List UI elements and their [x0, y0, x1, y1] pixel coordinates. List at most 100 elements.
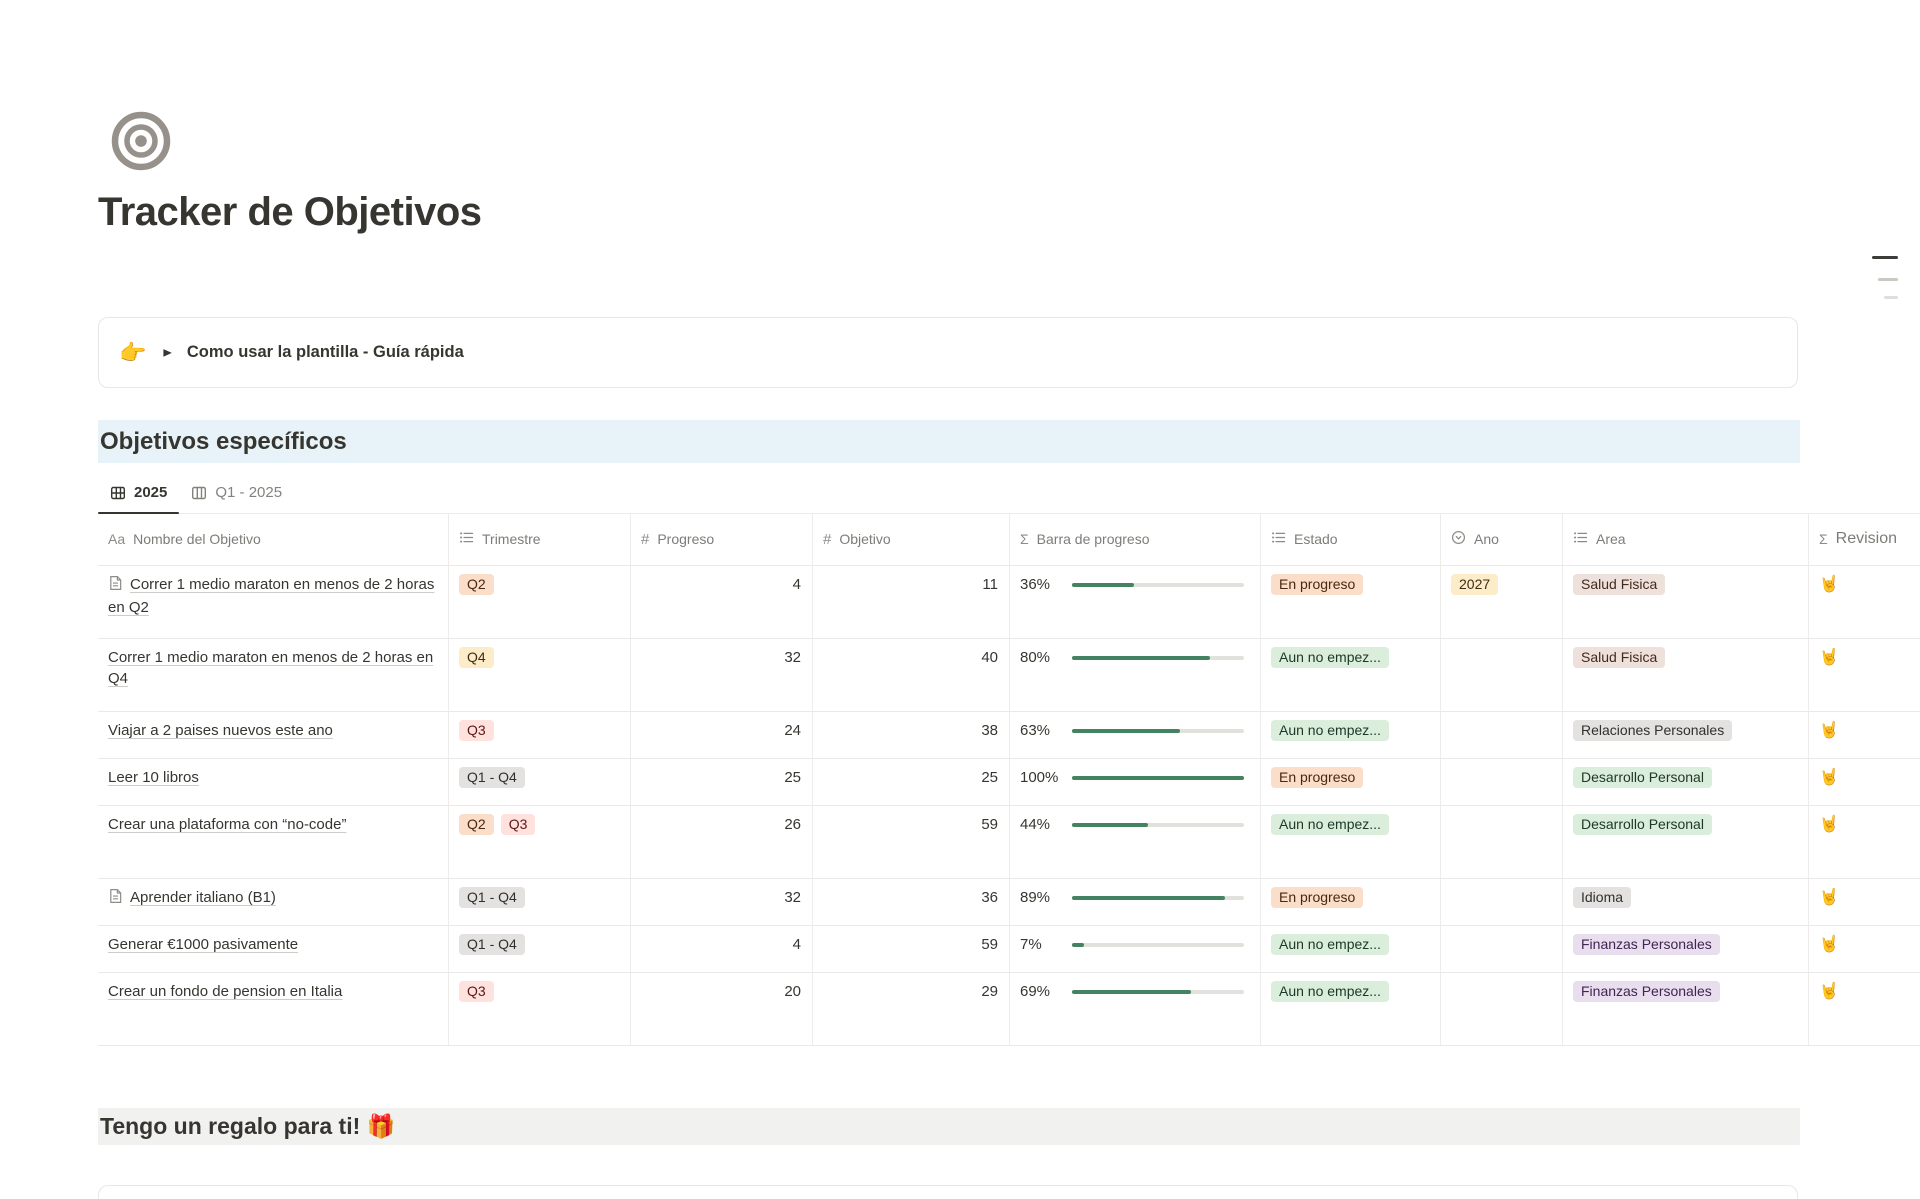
cell-estado[interactable]: Aun no empez...	[1261, 926, 1441, 972]
cell-ano[interactable]	[1441, 973, 1563, 1045]
cell-progreso[interactable]: 4	[631, 926, 813, 972]
cell-progreso[interactable]: 24	[631, 712, 813, 758]
objective-link[interactable]: Leer 10 libros	[108, 769, 199, 786]
cell-revision[interactable]: 🤘	[1809, 973, 1920, 1045]
column-header-nombre[interactable]: Aa Nombre del Objetivo	[98, 513, 449, 565]
objective-link[interactable]: Generar €1000 pasivamente	[108, 936, 299, 953]
cell-barra-progreso[interactable]: 63%	[1010, 712, 1261, 758]
callout-title[interactable]: Como usar la plantilla - Guía rápida	[186, 343, 464, 361]
cell-objetivo[interactable]: 59	[813, 806, 1010, 878]
cell-progreso[interactable]: 26	[631, 806, 813, 878]
cell-ano[interactable]: 2027	[1441, 566, 1563, 638]
cell-revision[interactable]: 🤘	[1809, 712, 1920, 758]
cell-nombre[interactable]: Correr 1 medio maraton en menos de 2 hor…	[98, 566, 449, 638]
cell-nombre[interactable]: Aprender italiano (B1)	[98, 879, 449, 925]
cell-area[interactable]: Desarrollo Personal	[1563, 806, 1809, 878]
column-header-trimestre[interactable]: Trimestre	[449, 513, 631, 565]
cell-trimestre[interactable]: Q1 - Q4	[449, 759, 631, 805]
cell-ano[interactable]	[1441, 879, 1563, 925]
bullseye-target-icon[interactable]	[108, 108, 174, 174]
cell-progreso[interactable]: 25	[631, 759, 813, 805]
cell-area[interactable]: Desarrollo Personal	[1563, 759, 1809, 805]
cell-objetivo[interactable]: 40	[813, 639, 1010, 711]
column-header-progreso[interactable]: # Progreso	[631, 513, 813, 565]
cell-trimestre[interactable]: Q2 Q3	[449, 806, 631, 878]
cell-ano[interactable]	[1441, 639, 1563, 711]
cell-revision[interactable]: 🤘	[1809, 759, 1920, 805]
column-header-estado[interactable]: Estado	[1261, 513, 1441, 565]
cell-trimestre[interactable]: Q3	[449, 973, 631, 1045]
cell-area[interactable]: Relaciones Personales	[1563, 712, 1809, 758]
cell-trimestre[interactable]: Q1 - Q4	[449, 879, 631, 925]
objective-link[interactable]: Correr 1 medio maraton en menos de 2 hor…	[108, 576, 435, 616]
cell-progreso[interactable]: 4	[631, 566, 813, 638]
tab-q1-2025[interactable]: Q1 - 2025	[179, 472, 294, 513]
toggle-triangle-icon[interactable]: ▶	[163, 347, 172, 359]
cell-estado[interactable]: Aun no empez...	[1261, 973, 1441, 1045]
cell-ano[interactable]	[1441, 759, 1563, 805]
cell-revision[interactable]: 🤘	[1809, 806, 1920, 878]
cell-objetivo[interactable]: 25	[813, 759, 1010, 805]
cell-revision[interactable]: 🤘	[1809, 566, 1920, 638]
gift-heading[interactable]: Tengo un regalo para ti! 🎁	[100, 1113, 396, 1139]
cell-trimestre[interactable]: Q1 - Q4	[449, 926, 631, 972]
cell-nombre[interactable]: Crear un fondo de pension en Italia	[98, 973, 449, 1045]
cell-nombre[interactable]: Correr 1 medio maraton en menos de 2 hor…	[98, 639, 449, 711]
column-header-objetivo[interactable]: # Objetivo	[813, 513, 1010, 565]
cell-ano[interactable]	[1441, 926, 1563, 972]
objective-link[interactable]: Viajar a 2 paises nuevos este ano	[108, 722, 333, 739]
cell-area[interactable]: Salud Fisica	[1563, 639, 1809, 711]
column-header-revision[interactable]: Σ Revision	[1809, 513, 1920, 565]
cell-trimestre[interactable]: Q4	[449, 639, 631, 711]
cell-barra-progreso[interactable]: 36%	[1010, 566, 1261, 638]
cell-objetivo[interactable]: 11	[813, 566, 1010, 638]
cell-ano[interactable]	[1441, 712, 1563, 758]
cell-barra-progreso[interactable]: 7%	[1010, 926, 1261, 972]
cell-barra-progreso[interactable]: 44%	[1010, 806, 1261, 878]
cell-barra-progreso[interactable]: 69%	[1010, 973, 1261, 1045]
guide-callout[interactable]: 👉 ▶ Como usar la plantilla - Guía rápida	[98, 317, 1798, 388]
cell-ano[interactable]	[1441, 806, 1563, 878]
cell-estado[interactable]: Aun no empez...	[1261, 712, 1441, 758]
objective-link[interactable]: Crear una plataforma con “no-code”	[108, 816, 347, 833]
cell-estado[interactable]: Aun no empez...	[1261, 806, 1441, 878]
cell-revision[interactable]: 🤘	[1809, 926, 1920, 972]
cell-area[interactable]: Salud Fisica	[1563, 566, 1809, 638]
objective-link[interactable]: Aprender italiano (B1)	[130, 889, 276, 906]
column-header-ano[interactable]: Ano	[1441, 513, 1563, 565]
cell-barra-progreso[interactable]: 89%	[1010, 879, 1261, 925]
table-of-contents-indicator[interactable]	[1870, 256, 1898, 299]
cell-nombre[interactable]: Crear una plataforma con “no-code”	[98, 806, 449, 878]
cell-revision[interactable]: 🤘	[1809, 639, 1920, 711]
column-header-barra[interactable]: Σ Barra de progreso	[1010, 513, 1261, 565]
cell-trimestre[interactable]: Q2	[449, 566, 631, 638]
cell-area[interactable]: Idioma	[1563, 879, 1809, 925]
cell-progreso[interactable]: 32	[631, 639, 813, 711]
page-title[interactable]: Tracker de Objetivos	[98, 190, 482, 234]
objective-link[interactable]: Correr 1 medio maraton en menos de 2 hor…	[108, 649, 434, 687]
bottom-callout-box[interactable]	[98, 1185, 1798, 1199]
column-header-area[interactable]: Area	[1563, 513, 1809, 565]
cell-progreso[interactable]: 20	[631, 973, 813, 1045]
cell-revision[interactable]: 🤘	[1809, 879, 1920, 925]
cell-objetivo[interactable]: 36	[813, 879, 1010, 925]
cell-barra-progreso[interactable]: 100%	[1010, 759, 1261, 805]
cell-objetivo[interactable]: 29	[813, 973, 1010, 1045]
cell-progreso[interactable]: 32	[631, 879, 813, 925]
cell-nombre[interactable]: Viajar a 2 paises nuevos este ano	[98, 712, 449, 758]
cell-estado[interactable]: En progreso	[1261, 879, 1441, 925]
cell-objetivo[interactable]: 59	[813, 926, 1010, 972]
cell-area[interactable]: Finanzas Personales	[1563, 926, 1809, 972]
tab-2025[interactable]: 2025	[98, 472, 180, 514]
cell-objetivo[interactable]: 38	[813, 712, 1010, 758]
cell-barra-progreso[interactable]: 80%	[1010, 639, 1261, 711]
cell-trimestre[interactable]: Q3	[449, 712, 631, 758]
cell-nombre[interactable]: Leer 10 libros	[98, 759, 449, 805]
cell-area[interactable]: Finanzas Personales	[1563, 973, 1809, 1045]
objective-link[interactable]: Crear un fondo de pension en Italia	[108, 983, 343, 1000]
cell-nombre[interactable]: Generar €1000 pasivamente	[98, 926, 449, 972]
cell-estado[interactable]: En progreso	[1261, 566, 1441, 638]
cell-estado[interactable]: En progreso	[1261, 759, 1441, 805]
section-heading[interactable]: Objetivos específicos	[100, 427, 347, 455]
cell-estado[interactable]: Aun no empez...	[1261, 639, 1441, 711]
